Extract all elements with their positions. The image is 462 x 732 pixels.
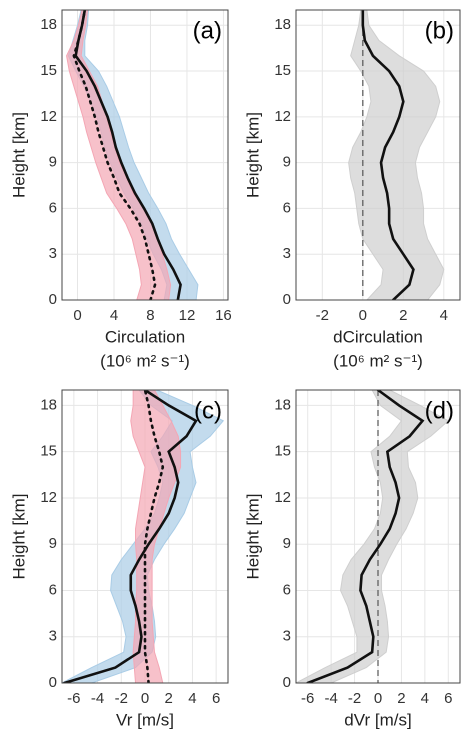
y-tick-label: 9	[49, 154, 57, 171]
mean-profile	[361, 10, 415, 300]
y-tick-label: 3	[49, 628, 57, 645]
x-axis-label: dCirculation	[333, 327, 423, 346]
y-tick-label: 6	[283, 199, 291, 216]
y-tick-label: 3	[283, 245, 291, 262]
axes-frame	[61, 9, 229, 301]
x-tick-label: -6	[67, 690, 80, 707]
x-tick-label: -2	[115, 690, 128, 707]
x-tick-label: 2	[397, 690, 405, 707]
plot-content	[66, 10, 199, 300]
x-tick-label: -4	[324, 690, 337, 707]
y-axis-label: Height [km]	[243, 494, 262, 580]
x-tick-label: 4	[421, 690, 429, 707]
y-tick-label: 6	[49, 581, 57, 598]
y-tick-label: 0	[283, 674, 291, 691]
y-tick-label: 3	[283, 628, 291, 645]
y-tick-label: 18	[274, 16, 291, 33]
y-axis-label: Height [km]	[9, 112, 28, 198]
ensemble-spread	[348, 10, 445, 300]
x-axis-label: Circulation	[105, 327, 185, 346]
x-tick-label: -4	[91, 690, 104, 707]
axes-frame	[295, 389, 461, 684]
mean-profile	[63, 390, 198, 683]
plot-content	[348, 10, 445, 300]
x-tick-label: 8	[146, 307, 154, 324]
plot-content	[296, 390, 450, 683]
y-tick-label: 6	[283, 581, 291, 598]
x-tick-label: 4	[110, 307, 118, 324]
y-tick-label: 18	[274, 396, 291, 413]
y-tick-label: 18	[40, 16, 57, 33]
y-axis-label: Height [km]	[243, 112, 262, 198]
y-tick-label: 9	[283, 154, 291, 171]
y-tick-label: 3	[49, 245, 57, 262]
axes-frame	[61, 389, 229, 684]
panel-label: (d)	[425, 397, 454, 424]
x-tick-label: 0	[359, 307, 367, 324]
y-tick-label: 9	[283, 535, 291, 552]
ensemble-spread	[296, 390, 450, 683]
mean-profile	[74, 10, 182, 300]
y-tick-label: 15	[274, 62, 291, 79]
x-axis-units: (10⁶ m² s⁻¹)	[100, 351, 190, 370]
y-tick-label: 6	[49, 199, 57, 216]
x-tick-label: 6	[444, 690, 452, 707]
x-tick-label: 2	[165, 690, 173, 707]
y-axis-label: Height [km]	[9, 494, 28, 580]
x-axis-label: Vr [m/s]	[116, 710, 174, 729]
panel-label: (b)	[425, 17, 454, 44]
y-tick-label: 15	[40, 62, 57, 79]
mean-profile	[306, 390, 425, 683]
x-tick-label: 0	[141, 690, 149, 707]
ensemble-spread	[130, 390, 182, 683]
y-tick-label: 12	[40, 108, 57, 125]
x-tick-label: 0	[73, 307, 81, 324]
panel: -2 0 2 4 0 3 6 9 12 15 18 (b) dCirculation (10⁶ m² s⁻…	[243, 9, 461, 370]
x-tick-label: 6	[212, 690, 220, 707]
y-tick-label: 15	[40, 443, 57, 460]
y-tick-label: 12	[40, 489, 57, 506]
y-tick-label: 0	[49, 291, 57, 308]
x-tick-label: 0	[374, 690, 382, 707]
panel-label: (c)	[194, 397, 222, 424]
x-tick-label: 2	[399, 307, 407, 324]
x-tick-label: -2	[316, 307, 329, 324]
y-tick-label: 0	[49, 674, 57, 691]
y-tick-label: 12	[274, 108, 291, 125]
x-axis-units: (10⁶ m² s⁻¹)	[333, 351, 423, 370]
panel-label: (a)	[193, 17, 222, 44]
axes-frame	[295, 9, 461, 301]
x-tick-label: 4	[188, 690, 196, 707]
x-tick-label: 12	[179, 307, 196, 324]
panel: 0 4 8 12 16 0 3 6 9 12 15 18 (a) Circulation (10⁶ m² s…	[9, 9, 232, 370]
x-tick-label: 4	[440, 307, 448, 324]
y-tick-label: 15	[274, 443, 291, 460]
x-axis-label: dVr [m/s]	[344, 710, 411, 729]
plot-content	[62, 390, 225, 683]
y-tick-label: 18	[40, 396, 57, 413]
mean-profile	[143, 390, 165, 683]
y-tick-label: 12	[274, 489, 291, 506]
y-tick-label: 9	[49, 535, 57, 552]
x-tick-label: -6	[301, 690, 314, 707]
mean-profile	[72, 10, 157, 300]
y-tick-label: 0	[283, 291, 291, 308]
x-tick-label: -2	[348, 690, 361, 707]
x-tick-label: 16	[215, 307, 232, 324]
